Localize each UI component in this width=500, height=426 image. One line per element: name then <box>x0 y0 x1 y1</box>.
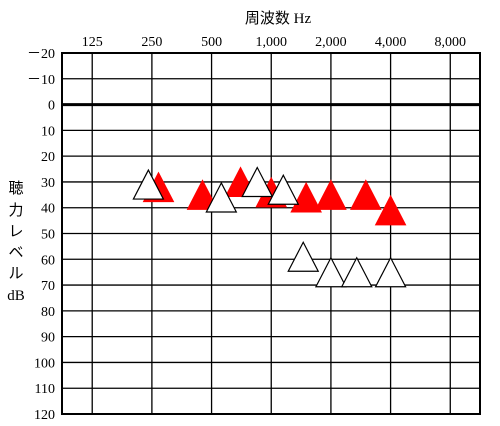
y-axis-label-part: ベ <box>8 245 23 261</box>
data-marks <box>132 166 407 288</box>
open-triangle-marker <box>340 256 373 288</box>
y-tick-label: 50 <box>41 228 55 243</box>
y-axis-label-part: ル <box>8 266 23 282</box>
x-tick-label: 2,000 <box>315 35 347 50</box>
y-tick-label: 100 <box>34 356 55 371</box>
filled-triangle-marker <box>315 179 347 210</box>
x-tick-label: 4,000 <box>375 35 407 50</box>
x-tick-labels: 125 250 500 1,000 2,000 4,000 8,000 <box>82 35 466 50</box>
y-tick-label: 60 <box>41 253 55 268</box>
filled-triangle-marker <box>374 194 407 226</box>
y-tick-label: －20 <box>27 47 55 62</box>
y-tick-label: 80 <box>41 305 55 320</box>
x-tick-label: 250 <box>141 35 162 50</box>
y-tick-label: －10 <box>27 73 55 88</box>
x-tick-label: 500 <box>201 35 222 50</box>
open-triangle-marker <box>132 168 165 200</box>
grid <box>61 52 481 415</box>
open-triangle-marker <box>314 256 347 288</box>
y-axis-label-part: 聴 <box>8 180 23 197</box>
y-tick-label: 10 <box>41 124 55 139</box>
y-tick-label: 0 <box>48 99 55 114</box>
y-axis-label-part: レ <box>8 224 23 240</box>
x-tick-label: 1,000 <box>255 35 287 50</box>
open-triangle-marker <box>241 166 274 198</box>
open-triangle-marker <box>287 240 320 272</box>
x-tick-label: 8,000 <box>435 35 467 50</box>
y-tick-label: 70 <box>41 279 55 294</box>
y-tick-label: 110 <box>35 382 55 397</box>
filled-triangle-marker <box>350 179 382 210</box>
y-axis-label-part: dB <box>7 288 25 304</box>
y-tick-label: 90 <box>41 331 55 346</box>
open-triangle-marker <box>267 173 300 205</box>
plot-frame <box>61 52 481 415</box>
y-tick-label: 120 <box>34 408 55 423</box>
open-triangle-marker <box>205 181 238 213</box>
filled-triangle-marker <box>186 179 219 210</box>
y-tick-label: 30 <box>41 176 55 191</box>
y-tick-label: 40 <box>41 202 55 217</box>
chart-title: 周波数 Hz <box>245 10 312 27</box>
y-tick-labels: －20 －10 0 10 20 30 40 50 60 70 80 90 100 110 120 <box>27 47 55 423</box>
y-axis-label-part: 力 <box>8 202 23 219</box>
x-tick-label: 125 <box>82 35 103 50</box>
y-tick-label: 20 <box>41 150 55 165</box>
open-triangle-marker <box>374 256 407 288</box>
